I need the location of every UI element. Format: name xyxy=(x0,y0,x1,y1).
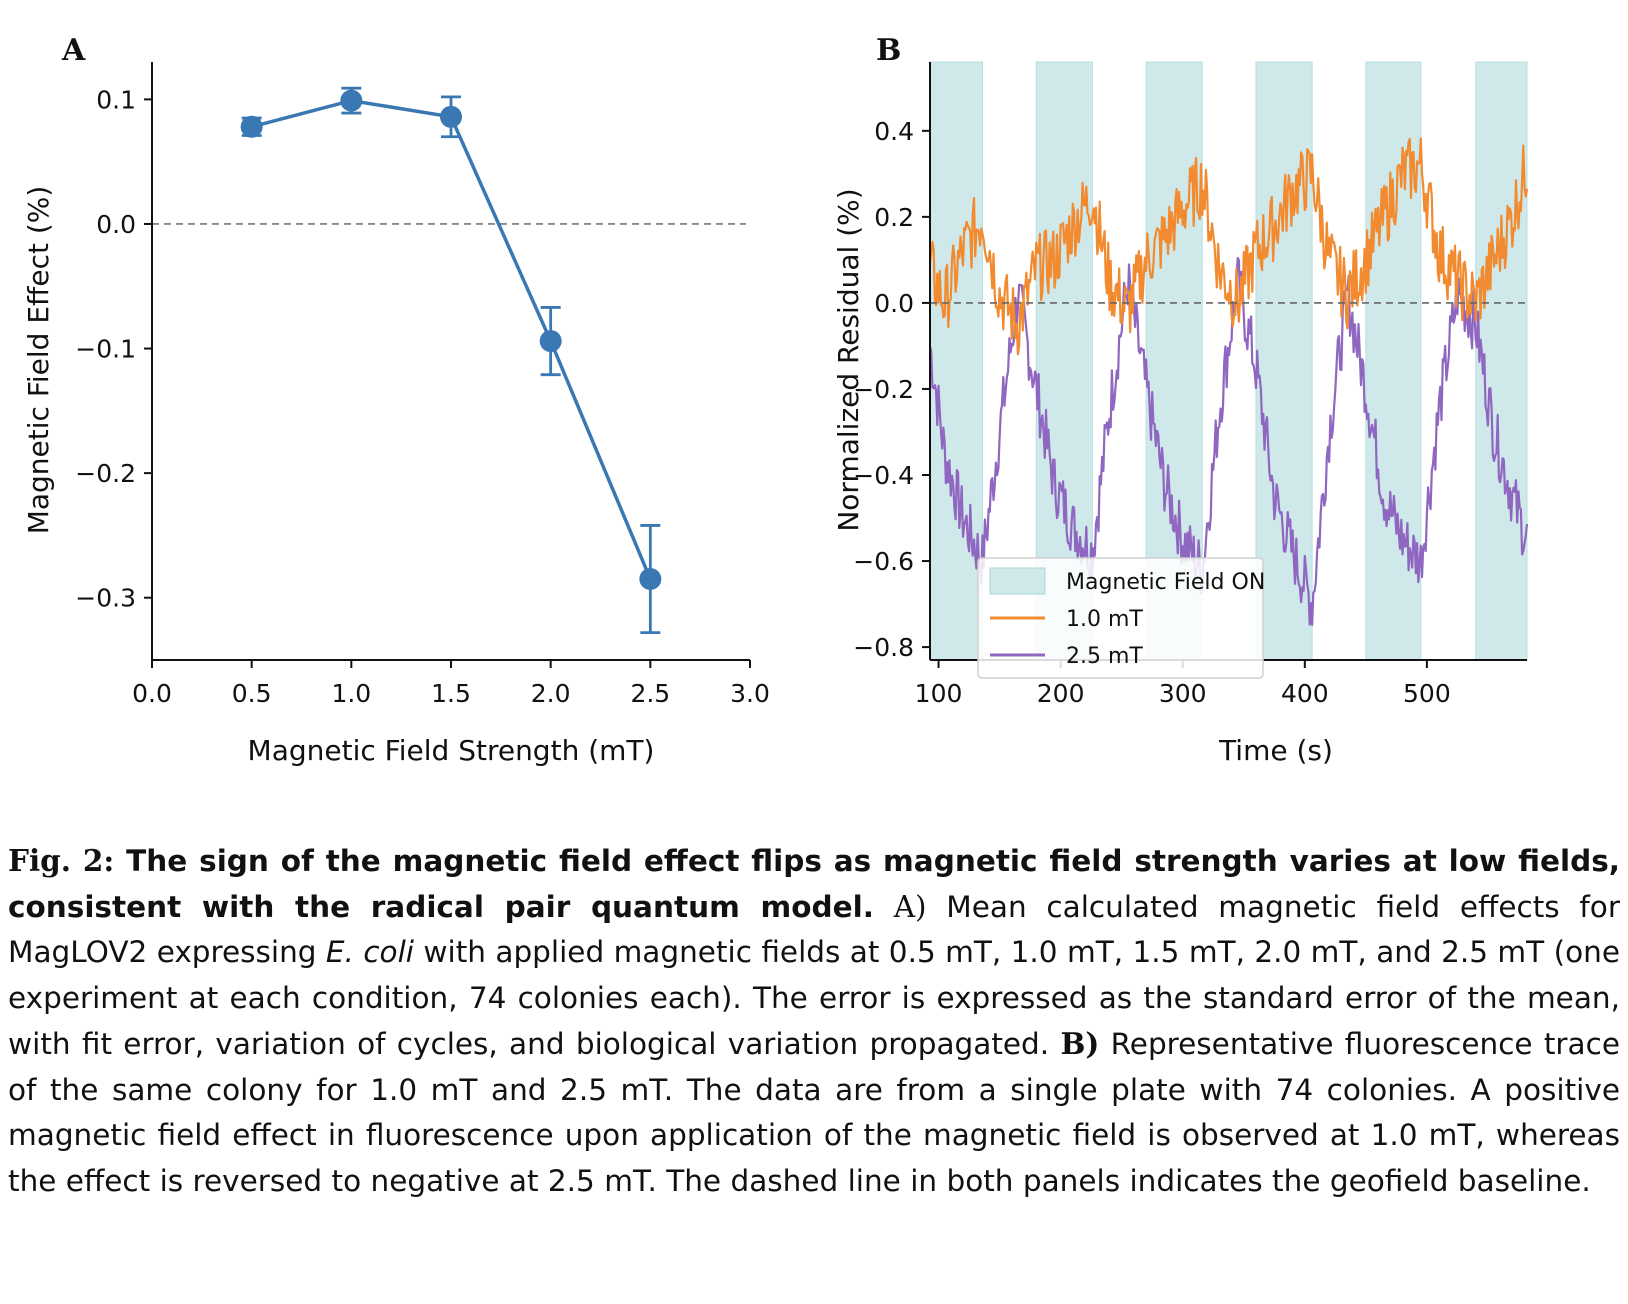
panel-a-y-tick-label: 0.1 xyxy=(96,85,136,114)
panel-b-x-tick-label: 300 xyxy=(1159,679,1207,708)
panel-a-y-axis-title: Magnetic Field Effect (%) xyxy=(22,186,55,535)
panel-b-y-tick-label: −0.6 xyxy=(853,547,914,576)
panel-b-x-tick-label: 100 xyxy=(915,679,963,708)
panel-a-x-tick-label: 1.5 xyxy=(431,679,471,708)
panel-a-series-line xyxy=(251,98,652,580)
panel-a-data-point xyxy=(340,89,363,112)
panel-a-x-tick-label: 0.0 xyxy=(132,679,172,708)
legend-box xyxy=(977,557,1264,679)
panel-a-y-tick-label: −0.3 xyxy=(75,584,136,613)
panel-b-y-axis-title: Normalized Residual (%) xyxy=(832,188,865,531)
panel-b-x-tick-label: 200 xyxy=(1037,679,1085,708)
panel-b-series-2-5mT xyxy=(928,257,1529,626)
panel-b-y-tick-label: −0.2 xyxy=(853,375,914,404)
caption-fig-label: Fig. 2: xyxy=(8,843,115,878)
panel-a-x-tick-label: 1.0 xyxy=(331,679,371,708)
panel-a-y-tick-label: −0.2 xyxy=(75,459,136,488)
panel-b-y-tick-label: −0.8 xyxy=(853,633,914,662)
panel-a-data-point xyxy=(440,105,462,128)
panel-a-letter: A xyxy=(61,33,86,68)
legend-label-1mT: 1.0 mT xyxy=(1066,607,1143,632)
caption-part-a-text-2: with applied magnetic fields at 0.5 mT, … xyxy=(8,935,1620,1061)
legend-label-field-on: Magnetic Field ON xyxy=(1066,570,1265,595)
panel-a-x-tick-label: 3.0 xyxy=(730,679,770,708)
panel-b-x-axis-title: Time (s) xyxy=(1218,734,1333,767)
panel-b-letter: B xyxy=(876,33,901,68)
panel-a-y-tick-label: −0.1 xyxy=(75,335,136,364)
panel-b-y-tick-label: 0.0 xyxy=(874,289,914,318)
panel-a-x-tick-label: 0.5 xyxy=(232,679,272,708)
panel-b-y-tick-label: −0.4 xyxy=(853,461,914,490)
panel-a-data-point xyxy=(539,330,562,353)
panel-b-x-tick-label: 400 xyxy=(1281,679,1329,708)
caption-part-a-label: A) xyxy=(893,889,927,924)
panel-a-x-axis-title: Magnetic Field Strength (mT) xyxy=(248,734,655,767)
panel-a-data-point xyxy=(240,115,263,138)
caption-species: E. coli xyxy=(325,935,414,969)
panel-a-x-tick-label: 2.0 xyxy=(531,679,571,708)
panel-a-chart: A 0.0 0.5 1.0 1.5 2.0 2.5 3.0 0.1 0.0 −0.1 −0.2 −0.… xyxy=(22,33,770,767)
figure: A 0.0 0.5 1.0 1.5 2.0 2.5 3.0 0.1 0.0 −0.1 −0.2 −0.… xyxy=(22,33,1529,767)
panel-b-series-1mT xyxy=(928,137,1529,356)
legend-swatch-field-on xyxy=(989,567,1046,595)
panel-a-data-point xyxy=(639,568,662,591)
caption-part-a-text-1: Mean calculated magnetic field effects f… xyxy=(8,889,1620,970)
panel-a-y-tick-label: 0.0 xyxy=(96,210,136,239)
panel-b-y-tick-label: 0.4 xyxy=(874,117,914,146)
panel-b-chart: B 100 200 300 400 500 0.4 0.2 0.0 −0.2 −0.4 −0.6 −0… xyxy=(832,33,1529,767)
caption-part-b-text: Representative fluorescence trace of the… xyxy=(8,1027,1620,1198)
panel-b-x-tick-label: 500 xyxy=(1403,679,1451,708)
legend-label-2-5mT: 2.5 mT xyxy=(1066,644,1143,669)
panel-a-x-tick-label: 2.5 xyxy=(630,679,670,708)
panel-b-field-on-band xyxy=(929,61,983,661)
caption-part-b-label: B) xyxy=(1060,1026,1100,1061)
panel-b-y-tick-label: 0.2 xyxy=(874,203,914,232)
figure-caption: Fig. 2: The sign of the magnetic field e… xyxy=(8,838,1620,1204)
panel-b-legend: Magnetic Field ON 1.0 mT 2.5 mT xyxy=(977,557,1265,679)
caption-title: The sign of the magnetic field effect fl… xyxy=(8,844,1620,924)
